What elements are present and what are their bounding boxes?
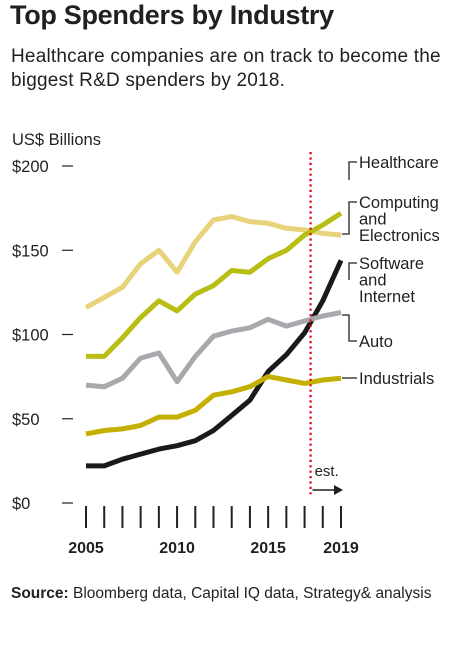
y-tick-label: $0 <box>12 495 30 513</box>
series-lines <box>84 211 344 469</box>
series-label-line: Electronics <box>359 227 440 245</box>
series-label-line: Auto <box>359 333 393 351</box>
source-text: Bloomberg data, Capital IQ data, Strateg… <box>68 585 432 602</box>
source-label: Source: <box>11 585 69 602</box>
series-line-healthcare <box>84 214 342 310</box>
x-tick-label: 2005 <box>68 540 104 557</box>
chart-title: Top Spenders by Industry <box>10 0 334 30</box>
series-label-line: and <box>359 272 387 290</box>
series-label-leader <box>342 314 357 342</box>
x-tick-label: 2015 <box>250 540 286 557</box>
series-label-line: and <box>359 211 387 229</box>
series-label-line: Healthcare <box>359 154 439 172</box>
series-label-auto: Auto <box>359 333 393 351</box>
x-tick-label: 2019 <box>323 540 359 557</box>
series-label-leader <box>342 201 357 235</box>
y-tick-label: $150 <box>12 242 49 260</box>
series-line-software-and-internet <box>86 259 344 469</box>
estimate-marker: est. <box>309 152 343 497</box>
estimate-arrow-head <box>334 485 343 495</box>
series-label-line: Software <box>359 255 424 273</box>
line-chart: US$ Billions $0 $50 $100 $150 $200 2005 2010 20… <box>12 131 440 557</box>
y-tick-label: $50 <box>12 411 40 429</box>
chart-subtitle: Healthcare companies are on track to bec… <box>11 46 441 91</box>
series-label-computing-and-electronics: Computing and Electronics <box>359 194 440 245</box>
axis-ticks: $0 $50 $100 $150 $200 2005 2010 2015 2019 <box>12 158 359 557</box>
series-label-line: Computing <box>359 194 439 212</box>
series-label-industrials: Industrials <box>359 370 434 388</box>
series-label-healthcare: Healthcare <box>359 154 439 172</box>
series-line-industrials <box>85 374 342 437</box>
source-note: Source: Bloomberg data, Capital IQ data,… <box>11 583 451 604</box>
y-tick-label: $100 <box>12 327 49 345</box>
x-tick-label: 2010 <box>159 540 195 557</box>
series-label-leader <box>348 161 357 180</box>
series-label-line: Industrials <box>359 370 434 388</box>
y-tick-label: $200 <box>12 158 49 176</box>
estimate-label: est. <box>315 463 339 480</box>
series-label-software-and-internet: Software and Internet <box>359 255 424 306</box>
y-axis-title: US$ Billions <box>12 131 101 149</box>
series-label-leader <box>348 262 357 280</box>
series-line-computing-and-electronics <box>86 211 343 359</box>
series-line-auto <box>85 310 342 390</box>
series-label-line: Internet <box>359 288 415 306</box>
